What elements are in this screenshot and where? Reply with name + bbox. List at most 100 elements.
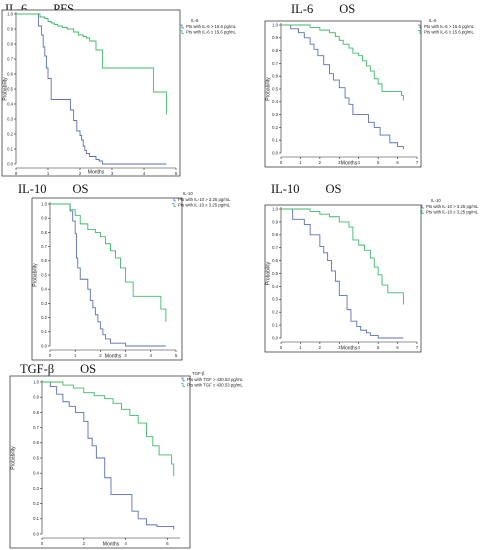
legend-title: IL-10 [183,191,193,196]
y-tick-label: 0.3 [272,112,278,117]
plot-frame [9,375,191,549]
y-tick-label: 0.7 [7,56,13,61]
km-curve-high [16,13,167,165]
legend-entry: Pts with IL-6 ≤ 15.6 pg/mL [424,30,474,35]
x-tick-label: 3 [111,171,114,176]
y-tick-label: 0.5 [272,271,278,276]
km-panel-1: IL-6 PFS 0.0 0.1 0.2 0.3 0.4 0.5 0.6 0.7 0.8 0.9 1.… [0,0,241,180]
x-tick-label: 6 [396,160,399,165]
km-chart-3: 0.0 0.1 0.2 0.3 0.4 0.5 0.6 0.7 0.8 0.9 1.0 0 1 2 3 4 5 M… [31,191,231,361]
legend-swatch [420,210,424,214]
x-tick-label: 2 [99,353,102,358]
y-axis-title: Probability [266,261,272,285]
x-tick-label: 7 [416,160,419,165]
y-tick-label: 0.9 [272,35,278,40]
panel-title-endpoint: OS [339,2,356,16]
y-tick-label: 1.0 [7,11,13,16]
y-tick-label: 0.8 [272,48,278,53]
x-tick-label: 2 [79,171,82,176]
x-tick-label: 1 [74,353,77,358]
x-tick-label: 0 [49,353,52,358]
km-panel-3: IL-10 OS 0.0 0.1 0.2 0.3 0.4 0.5 0.6 0.7 0.8 0.9 1.… [0,180,241,361]
y-tick-label: 0.9 [33,395,39,400]
y-tick-label: 0.0 [7,161,13,166]
legend-title: IL-6 [429,18,437,23]
y-tick-label: 0.4 [272,99,278,104]
km-chart-1: 0.0 0.1 0.2 0.3 0.4 0.5 0.6 0.7 0.8 0.9 1.0 0 1 2 3 4 5 M… [1,9,237,177]
km-curve-low [16,13,167,115]
km-panel-5: TGF-β OS 0.0 0.1 0.2 0.3 0.4 0.5 0.6 0.7 0.8 0.9 1.… [0,360,244,550]
plot-frame [264,204,422,353]
y-tick-label: 0.1 [272,138,278,143]
km-curve-low [50,203,167,322]
y-tick-label: 0.3 [41,301,47,306]
y-tick-label: 0.7 [272,245,278,250]
legend-entry: Pts with IL-10 ≤ 3.25 pg/mL [178,203,231,208]
x-tick-label: 1 [47,171,50,176]
x-tick-label: 0 [41,541,44,546]
panel-title-biomarker: IL-10 [271,182,300,196]
x-tick-label: 0 [280,345,283,350]
km-panel-4: IL-10 OS 0.0 0.1 0.2 0.3 0.4 0.5 0.6 0.7 0.8 0.9 1.… [241,180,482,360]
x-axis-title: Months [105,354,122,360]
y-tick-label: 0.8 [41,230,47,235]
y-tick-label: 0.1 [33,516,39,521]
legend-title: TGF-β [192,371,205,376]
legend-entry: Pts with IL-6 ≤ 15.6 pg/mL [186,30,236,35]
y-tick-label: 0.1 [7,146,13,151]
panel-title-biomarker: IL-6 [291,2,314,16]
x-tick-label: 3 [338,160,341,165]
y-tick-label: 0.0 [41,343,47,348]
y-tick-label: 0.5 [7,86,13,91]
y-tick-label: 0.5 [33,455,39,460]
km-curve-high [42,381,175,530]
x-tick-label: 3 [338,345,341,350]
plot-frame [1,9,181,177]
x-tick-label: 4 [358,345,361,350]
legend-swatch [180,30,184,34]
y-tick-label: 0.8 [33,410,39,415]
y-tick-label: 0.4 [7,101,13,106]
x-tick-label: 5 [175,353,178,358]
y-tick-label: 0.9 [7,26,13,31]
x-tick-label: 4 [124,541,127,546]
x-tick-label: 0 [280,160,283,165]
y-tick-label: 0.9 [41,216,47,221]
y-tick-label: 0.0 [33,531,39,536]
y-tick-label: 0.2 [33,501,39,506]
x-axis-title: Months [88,170,105,176]
y-tick-label: 0.7 [272,61,278,66]
y-axis-title: Probability [33,263,39,287]
x-tick-label: 4 [143,171,146,176]
x-tick-label: 7 [416,345,419,350]
y-axis-title: Probability [266,77,272,101]
panel-title-endpoint: OS [72,182,89,196]
km-panel-2: IL-6 OS 0.0 0.1 0.2 0.3 0.4 0.5 0.6 0.7 0.8 0.9 1.0… [241,0,482,180]
y-tick-label: 0.2 [41,315,47,320]
legend-swatch [172,197,176,202]
legend-title: IL-6 [191,18,199,23]
y-tick-label: 0.2 [272,310,278,315]
y-tick-label: 0.2 [7,131,13,136]
x-tick-label: 3 [124,353,127,358]
km-chart-5: 0.0 0.1 0.2 0.3 0.4 0.5 0.6 0.7 0.8 0.9 1.0 0 2 4 6 Mon… [9,371,244,549]
x-tick-label: 6 [396,345,399,350]
y-tick-label: 1.0 [33,379,39,384]
y-tick-label: 1.0 [272,22,278,27]
x-tick-label: 4 [358,160,361,165]
legend-entry: Pts with IL-10 ≤ 3.25 pg/mL [426,210,479,215]
km-chart-2: 0.0 0.1 0.2 0.3 0.4 0.5 0.6 0.7 0.8 0.9 1.0 0 1 2 3 4 5 6… [264,18,475,168]
x-tick-label: 2 [83,541,86,546]
legend-swatch [172,203,176,207]
y-tick-label: 0.6 [272,74,278,79]
legend-entry: Pts with TGF > 430.53 pg/mL [187,377,244,382]
y-tick-label: 0.0 [272,335,278,340]
km-curve-low [281,24,404,101]
legend-swatch [418,24,422,29]
panel-title-biomarker: IL-10 [18,182,47,196]
y-tick-label: 0.3 [33,486,39,491]
x-tick-label: 6 [166,541,169,546]
y-tick-label: 0.2 [272,125,278,130]
legend-entry: Pts with IL-10 > 3.25 pg/mL [178,197,231,202]
x-tick-label: 2 [319,345,322,350]
